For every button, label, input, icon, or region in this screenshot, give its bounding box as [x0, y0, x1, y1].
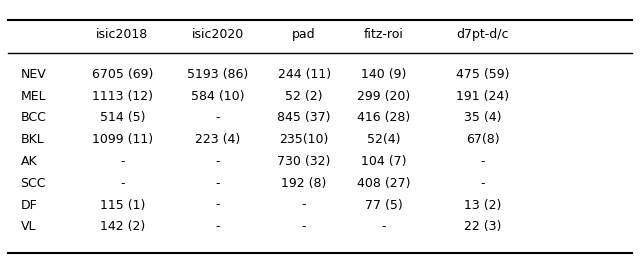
- Text: -: -: [216, 155, 220, 168]
- Text: 67(8): 67(8): [466, 133, 499, 146]
- Text: 244 (11): 244 (11): [278, 68, 331, 81]
- Text: d7pt-d/c: d7pt-d/c: [456, 28, 509, 41]
- Text: -: -: [302, 199, 307, 211]
- Text: fitz-roi: fitz-roi: [364, 28, 404, 41]
- Text: 115 (1): 115 (1): [100, 199, 145, 211]
- Text: -: -: [216, 111, 220, 124]
- Text: pad: pad: [292, 28, 316, 41]
- Text: 104 (7): 104 (7): [361, 155, 406, 168]
- Text: 35 (4): 35 (4): [464, 111, 501, 124]
- Text: 52(4): 52(4): [367, 133, 401, 146]
- Text: -: -: [480, 177, 484, 190]
- Text: -: -: [216, 220, 220, 233]
- Text: 299 (20): 299 (20): [357, 90, 410, 102]
- Text: 52 (2): 52 (2): [285, 90, 323, 102]
- Text: -: -: [216, 199, 220, 211]
- Text: -: -: [480, 155, 484, 168]
- Text: 235(10): 235(10): [280, 133, 329, 146]
- Text: SCC: SCC: [20, 177, 46, 190]
- Text: NEV: NEV: [20, 68, 46, 81]
- Text: -: -: [216, 177, 220, 190]
- Text: 192 (8): 192 (8): [282, 177, 327, 190]
- Text: -: -: [381, 220, 386, 233]
- Text: -: -: [120, 177, 125, 190]
- Text: 475 (59): 475 (59): [456, 68, 509, 81]
- Text: 77 (5): 77 (5): [365, 199, 403, 211]
- Text: 223 (4): 223 (4): [195, 133, 241, 146]
- Text: BKL: BKL: [20, 133, 44, 146]
- Text: 584 (10): 584 (10): [191, 90, 244, 102]
- Text: BCC: BCC: [20, 111, 46, 124]
- Text: 514 (5): 514 (5): [100, 111, 145, 124]
- Text: 1099 (11): 1099 (11): [92, 133, 153, 146]
- Text: 6705 (69): 6705 (69): [92, 68, 153, 81]
- Text: 416 (28): 416 (28): [357, 111, 410, 124]
- Text: 13 (2): 13 (2): [464, 199, 501, 211]
- Text: 191 (24): 191 (24): [456, 90, 509, 102]
- Text: MEL: MEL: [20, 90, 46, 102]
- Text: 22 (3): 22 (3): [464, 220, 501, 233]
- Text: isic2018: isic2018: [97, 28, 148, 41]
- Text: -: -: [302, 220, 307, 233]
- Text: isic2020: isic2020: [192, 28, 244, 41]
- Text: 845 (37): 845 (37): [277, 111, 331, 124]
- Text: VL: VL: [20, 220, 36, 233]
- Text: 5193 (86): 5193 (86): [188, 68, 249, 81]
- Text: DF: DF: [20, 199, 37, 211]
- Text: AK: AK: [20, 155, 37, 168]
- Text: -: -: [120, 155, 125, 168]
- Text: 140 (9): 140 (9): [361, 68, 406, 81]
- Text: 142 (2): 142 (2): [100, 220, 145, 233]
- Text: 408 (27): 408 (27): [357, 177, 410, 190]
- Text: 1113 (12): 1113 (12): [92, 90, 153, 102]
- Text: 730 (32): 730 (32): [277, 155, 331, 168]
